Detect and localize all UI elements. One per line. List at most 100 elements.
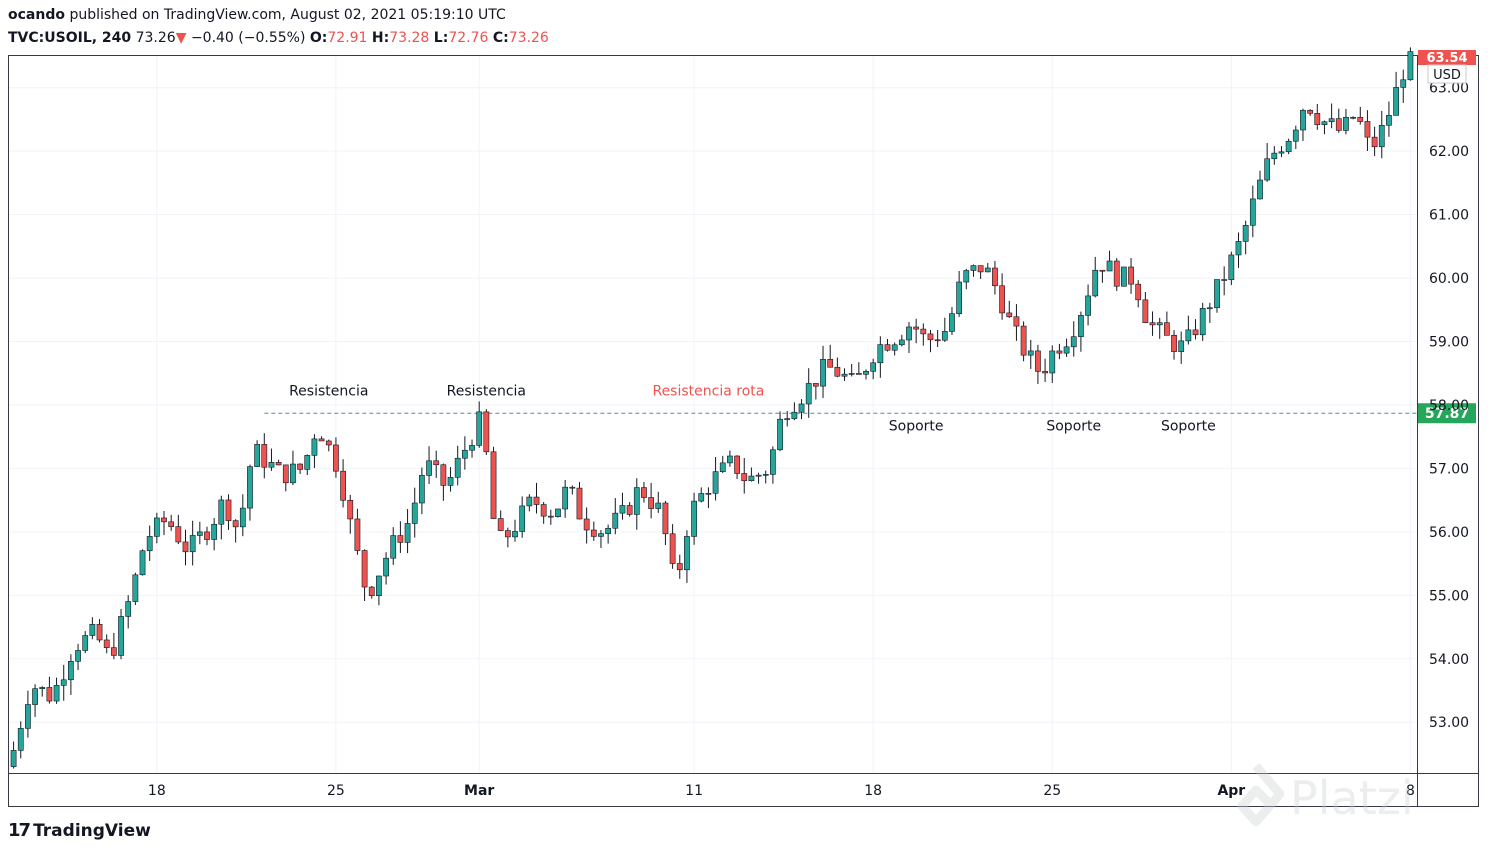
candle-body xyxy=(812,383,819,387)
author-name[interactable]: ocando xyxy=(8,7,65,23)
tradingview-mark-icon: 17 xyxy=(8,820,31,841)
candle-body xyxy=(1042,371,1048,374)
candle-body xyxy=(390,535,397,559)
candle-body xyxy=(376,575,382,597)
price-axis[interactable]: 53.00 54.00 55.00 56.00 57.00 58.00 59.00 60.00… xyxy=(1418,50,1476,731)
candle-body xyxy=(855,373,862,375)
candle-body xyxy=(898,339,905,346)
candle-body xyxy=(426,460,432,476)
candle-body xyxy=(404,523,411,543)
close-label: C: xyxy=(492,30,509,46)
candle-body xyxy=(977,265,984,273)
candle-body xyxy=(25,704,31,729)
candle-body xyxy=(103,639,110,648)
candle-body xyxy=(1206,307,1213,310)
close-value: 73.26 xyxy=(508,30,549,46)
candle-body xyxy=(748,475,755,482)
candle-body xyxy=(705,493,712,495)
candle-body xyxy=(304,455,311,470)
candle-body xyxy=(1285,140,1292,153)
candle-body xyxy=(891,344,898,351)
annotation-label: Resistencia xyxy=(447,383,526,399)
candle-body xyxy=(612,512,619,529)
candle-body xyxy=(576,487,583,520)
support-resistance-level: 57.87 xyxy=(264,403,1476,424)
candle-body xyxy=(1264,158,1271,181)
candle-body xyxy=(827,359,834,368)
level-price-tag xyxy=(1418,403,1476,424)
candle-body xyxy=(1328,118,1335,123)
candle-body xyxy=(1099,269,1106,272)
candle-body xyxy=(1192,329,1199,336)
candle-body xyxy=(175,526,182,543)
candle-body xyxy=(1221,279,1228,281)
x-tick-label: Apr xyxy=(1217,783,1245,799)
candle-body xyxy=(1056,350,1063,354)
candle-body xyxy=(440,464,447,486)
candle-body xyxy=(805,383,812,405)
candle-body xyxy=(540,504,547,517)
candle-body xyxy=(598,533,604,537)
candle-body xyxy=(504,530,511,538)
candle-body xyxy=(239,507,246,528)
candle-body xyxy=(1335,118,1342,131)
candle-body xyxy=(1386,115,1392,126)
candle-body xyxy=(397,535,404,543)
candle-body xyxy=(906,326,912,341)
candle-body xyxy=(1106,260,1113,272)
currency-label: USD xyxy=(1433,68,1461,83)
candle-body xyxy=(1343,117,1349,131)
annotation-label: Soporte xyxy=(889,418,944,434)
candle-body xyxy=(89,624,96,636)
candle-body xyxy=(132,574,139,602)
candle-body xyxy=(139,550,146,576)
time-axis[interactable]: 18 25 Mar 11 18 25 Apr 8 xyxy=(148,783,1415,799)
candle-body xyxy=(791,411,798,419)
annotation-label: Resistencia rota xyxy=(652,383,764,399)
candle-body xyxy=(641,487,647,498)
candle-body xyxy=(433,460,440,466)
candle-body xyxy=(1171,335,1177,352)
candle-body xyxy=(1214,279,1220,309)
candle-body xyxy=(1049,350,1056,374)
candle-body xyxy=(1020,325,1027,356)
candle-body xyxy=(1199,307,1206,336)
candle-body xyxy=(712,471,719,494)
currency-badge xyxy=(1427,64,1467,84)
candle-body xyxy=(1027,350,1034,356)
candle-body xyxy=(669,533,676,564)
candle-body xyxy=(1235,241,1242,256)
candle-body xyxy=(1321,121,1328,125)
candle-body xyxy=(354,518,361,551)
tradingview-logo[interactable]: 17 TradingView xyxy=(8,820,151,841)
candle-body xyxy=(619,505,626,514)
candle-body xyxy=(884,344,891,351)
y-tick-label: 56.00 xyxy=(1429,525,1469,541)
candle-body xyxy=(633,487,640,515)
candle-body xyxy=(153,517,160,537)
candle-body xyxy=(927,333,934,341)
candle-body xyxy=(1364,121,1371,138)
candle-body xyxy=(282,464,289,484)
published-text: published on TradingView.com, August 02,… xyxy=(69,7,506,23)
candle-body xyxy=(1113,260,1120,287)
candle-body xyxy=(490,451,497,519)
platzi-watermark: Platzi xyxy=(1228,762,1414,834)
candle-body xyxy=(1307,110,1314,114)
candle-body xyxy=(204,531,210,540)
candle-body xyxy=(1400,79,1407,88)
candle-body xyxy=(784,418,791,420)
candle-body xyxy=(1149,322,1156,326)
candle-body xyxy=(1163,322,1170,336)
candle-body xyxy=(963,270,970,283)
candle-body xyxy=(1242,225,1249,242)
candle-body xyxy=(655,502,662,509)
x-tick-label: 8 xyxy=(1406,783,1415,799)
symbol-label[interactable]: TVC:USOIL, 240 xyxy=(8,30,132,46)
candle-body xyxy=(254,444,261,467)
candle-body xyxy=(777,418,783,451)
candle-body xyxy=(841,373,848,377)
annotation-label: Resistencia xyxy=(289,383,368,399)
candle-body xyxy=(419,475,425,504)
